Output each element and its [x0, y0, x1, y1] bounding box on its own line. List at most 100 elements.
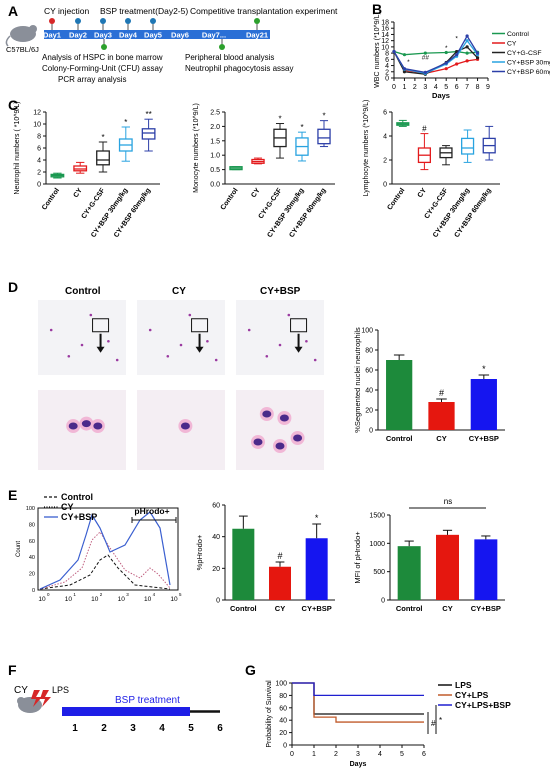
y-axis-label: Lymphocyte numbers (*10^9/L)	[363, 100, 370, 197]
legend-label: Control	[507, 31, 529, 38]
data-point	[444, 50, 448, 55]
survival-curve	[292, 682, 424, 697]
legend-label: CY	[507, 41, 517, 48]
cell-dot	[313, 358, 317, 362]
bar	[474, 539, 498, 600]
y-tick-label: 18	[381, 20, 389, 27]
day-label: Day5	[144, 31, 162, 40]
x-tick-label: 9	[486, 84, 490, 91]
y-axis-label: Neutrophil numbers ( *10^9/L)	[14, 101, 21, 194]
event-transplantation: Competitive transplantation experiment	[190, 6, 338, 16]
category-label: CY+BSP	[471, 604, 501, 613]
ns-label: ns	[444, 497, 452, 506]
lymphocyte-box-chart: 0 2 4 6 Lymphocyte numbers (*10^9/L) Control C…	[363, 100, 500, 239]
data-point	[465, 59, 469, 63]
category-label: CY	[73, 187, 85, 199]
data-point	[402, 67, 407, 71]
segmented-neutrophil-bar-chart: 0 20 40 60 80 100%Segmented nuclei neutrophil…	[353, 327, 505, 443]
significance-mark: *	[101, 133, 104, 142]
significance-mark: ##	[422, 54, 430, 61]
microscopy-images	[38, 300, 324, 470]
day-label: Day6	[171, 31, 189, 40]
day-label: Day7...	[202, 31, 226, 40]
x-tick-label: 10	[38, 596, 46, 603]
x-tick-label: 0	[392, 84, 396, 91]
y-tick-label: 10	[33, 122, 41, 129]
data-point	[465, 39, 469, 43]
significance-mark: *	[322, 112, 325, 121]
category-label: CY	[417, 187, 429, 199]
day-label: Day4	[119, 31, 138, 40]
y-tick-label: 20	[279, 730, 287, 737]
x-tick-label: 5	[400, 751, 404, 758]
legend-label: CY	[61, 502, 74, 512]
bar	[305, 538, 328, 600]
y-tick-label: 2	[383, 158, 387, 165]
panel-g: G 0 20 40 60 80 100 0 1 2 3 4 5 6 Days Probability of …	[245, 662, 511, 768]
histogram-cy-bsp	[39, 511, 171, 590]
category-label: Control	[386, 187, 406, 211]
cell-nucleus	[81, 420, 91, 428]
day-label: Day3	[94, 31, 112, 40]
y-tick-label: 40	[279, 718, 287, 725]
microscopy-image	[236, 390, 324, 470]
y-axis-label: MFI of pHrodo+	[353, 531, 362, 584]
bar	[436, 534, 459, 600]
survival-chart: 0 20 40 60 80 100 0 1 2 3 4 5 6 Days Probability of Su…	[266, 680, 511, 768]
category-label: CY	[436, 434, 446, 443]
x-tick-exponent: 5	[179, 592, 182, 597]
box	[461, 137, 475, 155]
cell-nucleus	[93, 422, 103, 430]
x-tick-exponent: 4	[153, 592, 156, 597]
legend-label: CY+BSP	[61, 512, 97, 522]
cell-nucleus	[68, 422, 78, 430]
y-tick-label: 40	[29, 555, 35, 561]
timeline-bar	[44, 30, 270, 39]
x-tick-label: 0	[290, 751, 294, 758]
x-tick-label: 1	[402, 84, 406, 91]
cell-nucleus	[262, 410, 272, 418]
y-tick-label: 100	[361, 328, 373, 335]
y-tick-label: 20	[365, 408, 373, 415]
panel-letter-f: F	[8, 662, 17, 678]
y-tick-label: 14	[381, 32, 389, 39]
note-peripheral-blood: Peripheral blood analysis	[185, 53, 274, 62]
y-tick-label: 80	[365, 348, 373, 355]
x-tick-exponent: 2	[100, 592, 103, 597]
y-tick-label: 1.5	[210, 138, 220, 145]
zoom-box	[290, 318, 308, 333]
category-label: CY	[442, 604, 452, 613]
y-axis-label: %Segmented nuclei neutrophils	[353, 327, 362, 433]
day-label: 4	[159, 723, 165, 734]
pin-icon-bsp	[75, 18, 156, 30]
x-tick-label: 10	[65, 596, 73, 603]
significance-mark: *	[445, 45, 448, 52]
significance-mark: *	[124, 118, 127, 127]
day-label: Day1	[43, 31, 61, 40]
cell-dot	[278, 343, 282, 347]
down-arrow-icon	[195, 346, 204, 353]
significance-mark: *	[482, 364, 486, 374]
y-tick-label: 12	[33, 110, 41, 117]
histogram-control	[39, 554, 171, 590]
y-tick-label: 6	[385, 57, 389, 64]
note-hspc: Analysis of HSPC in bone marrow	[42, 53, 163, 62]
significance-mark: #	[277, 551, 282, 561]
y-tick-label: 80	[279, 693, 287, 700]
y-tick-label: 6	[383, 110, 387, 117]
event-cy-injection: CY injection	[44, 6, 89, 16]
significance-mark: **	[145, 110, 151, 119]
down-arrow-icon	[96, 346, 105, 353]
note-cfu: Colony-Forming-Unit (CFU) assay	[42, 64, 163, 73]
panel-d: D Control CY CY+BSP 0 20 40 60 80 100%Segment…	[8, 279, 505, 470]
x-tick-label: 2	[413, 84, 417, 91]
cell-dot	[206, 339, 209, 343]
day-label: 3	[130, 723, 136, 734]
cell-nucleus	[275, 442, 285, 450]
pin-icon-cy	[49, 18, 55, 30]
histogram-cy	[39, 531, 171, 590]
significance-mark: *	[278, 115, 281, 124]
data-point	[475, 56, 480, 60]
treatment-bar	[62, 707, 190, 716]
legend-label: CY+BSP 60mg/kg	[507, 69, 550, 76]
